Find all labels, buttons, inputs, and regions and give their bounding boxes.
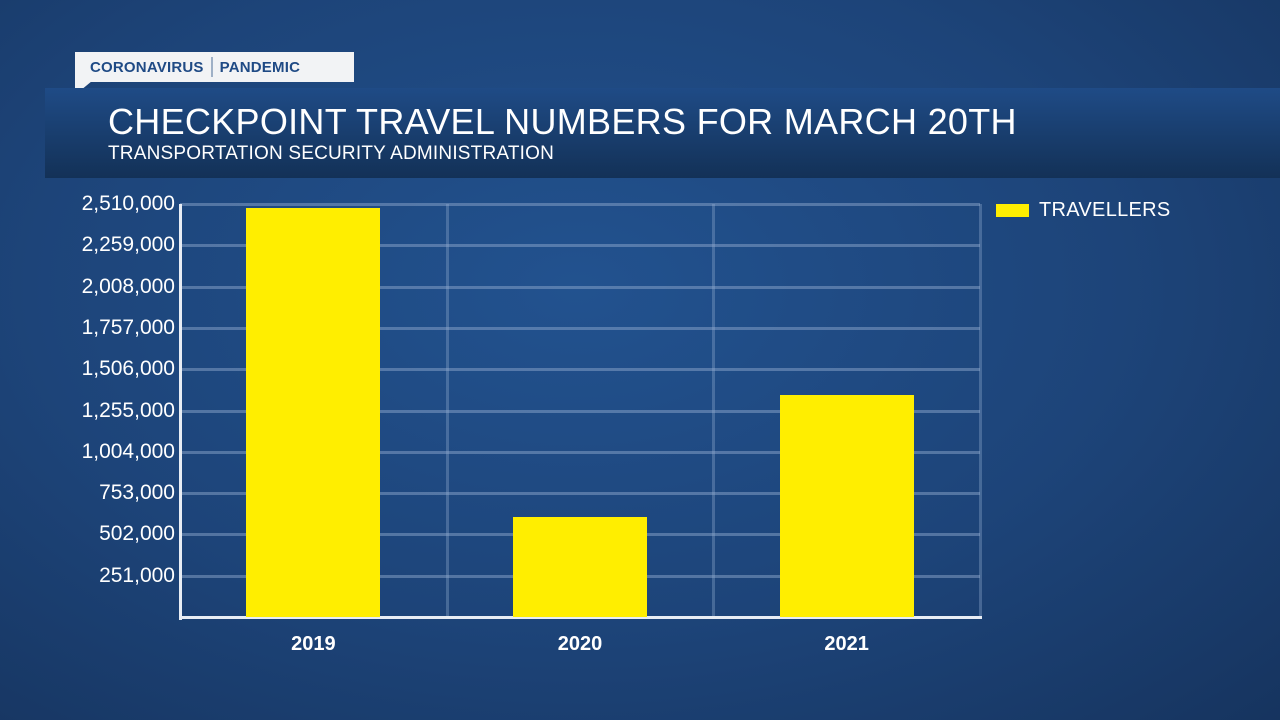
gridline-horizontal <box>180 368 980 372</box>
y-axis-tick-label: 2,259,000 <box>81 233 175 257</box>
gridline-vertical <box>445 204 449 617</box>
gridline-horizontal <box>180 409 980 413</box>
legend-swatch <box>996 204 1029 217</box>
y-axis-tick-label: 1,255,000 <box>81 398 175 422</box>
y-axis-tick-label: 1,004,000 <box>81 439 175 463</box>
y-axis-tick-label: 251,000 <box>99 563 175 587</box>
chart-subtitle: TRANSPORTATION SECURITY ADMINISTRATION <box>108 143 555 164</box>
topic-tag: CORONAVIRUS PANDEMIC <box>75 52 354 82</box>
tag-topic: CORONAVIRUS <box>90 58 204 76</box>
gridline-horizontal <box>180 492 980 496</box>
gridline-vertical <box>979 204 982 617</box>
y-axis-tick-label: 502,000 <box>99 522 175 546</box>
gridline-vertical <box>712 204 716 617</box>
gridline-horizontal <box>180 203 980 206</box>
x-axis-tick-label: 2021 <box>824 633 869 655</box>
y-axis-tick-label: 1,506,000 <box>81 357 175 381</box>
tag-subtopic: PANDEMIC <box>219 58 301 76</box>
y-axis-tick-label: 753,000 <box>99 481 175 505</box>
gridline-horizontal <box>180 326 980 330</box>
bar-2019 <box>246 208 381 617</box>
y-axis-tick-label: 2,008,000 <box>81 274 175 298</box>
x-axis-tick-label: 2020 <box>557 633 603 655</box>
tag-divider <box>210 57 213 77</box>
x-axis-tick-label: 2019 <box>291 633 336 655</box>
gridline-horizontal <box>180 244 980 248</box>
y-axis-line <box>179 204 182 620</box>
x-axis-line <box>179 616 982 619</box>
gridline-horizontal <box>180 450 980 454</box>
bar-2021 <box>779 394 914 617</box>
legend: TRAVELLERS <box>996 199 1171 222</box>
y-axis-tick-label: 1,757,000 <box>81 315 175 339</box>
y-axis-tick-label: 2,510,000 <box>81 192 175 215</box>
title-band <box>45 88 1280 178</box>
bar-2020 <box>513 517 647 617</box>
gridline-horizontal <box>180 285 980 289</box>
chart-title: CHECKPOINT TRAVEL NUMBERS FOR MARCH 20TH <box>108 101 1017 142</box>
legend-label: TRAVELLERS <box>1039 199 1171 221</box>
